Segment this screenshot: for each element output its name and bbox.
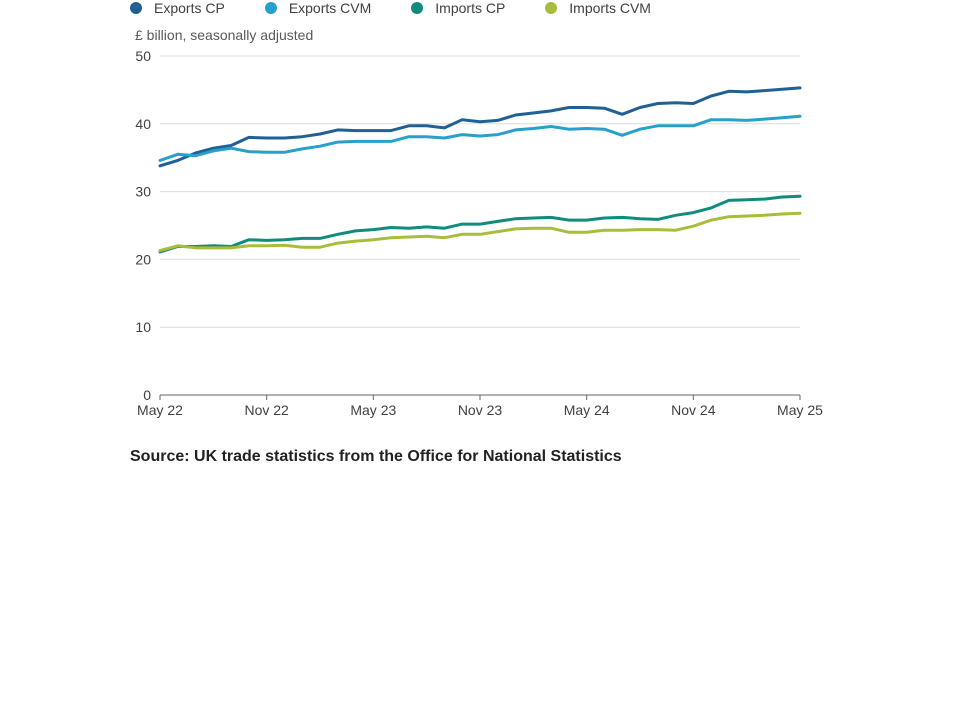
legend-item-exports-cp[interactable]: Exports CP	[130, 0, 225, 16]
legend-item-exports-cvm[interactable]: Exports CVM	[264, 0, 372, 16]
legend-label-imports-cp: Imports CP	[435, 0, 506, 16]
x-tick-label: Nov 23	[458, 402, 503, 418]
series-line-exports-cp	[158, 86, 802, 168]
x-tick-label: May 22	[137, 402, 183, 418]
y-axis-units-label: £ billion, seasonally adjusted	[135, 27, 314, 43]
x-tick-label: Nov 22	[244, 402, 289, 418]
x-tick-label: May 23	[350, 402, 396, 418]
y-tick-label: 50	[135, 48, 151, 64]
legend-swatch-imports-cvm	[545, 2, 558, 14]
y-tick-label: 20	[135, 251, 151, 267]
legend-swatch-exports-cvm	[264, 2, 277, 14]
source-note: Source: UK trade statistics from the Off…	[130, 448, 622, 465]
x-tick-label: May 25	[777, 402, 823, 418]
legend-item-imports-cvm[interactable]: Imports CVM	[545, 0, 651, 16]
line-chart: 0 10 20 30 40 50 May 22 Nov 22 May 23 Nov 23 May 2…	[135, 48, 823, 418]
y-tick-label: 0	[143, 387, 151, 403]
chart-legend: Exports CP Exports CVM Imports CP Import…	[130, 0, 691, 16]
series-line-imports-cp	[158, 194, 802, 254]
y-tick-label: 30	[135, 184, 151, 200]
series-line-imports-cvm	[158, 211, 802, 253]
x-tick-label: May 24	[564, 402, 610, 418]
legend-label-exports-cvm: Exports CVM	[288, 0, 372, 16]
legend-swatch-imports-cp	[411, 2, 424, 14]
legend-swatch-exports-cp	[130, 2, 142, 14]
x-tick-label: Nov 24	[671, 402, 716, 418]
series-line-exports-cvm	[158, 114, 802, 162]
legend-item-imports-cp[interactable]: Imports CP	[411, 0, 505, 16]
y-tick-label: 40	[135, 116, 151, 132]
y-tick-label: 10	[135, 319, 151, 335]
legend-label-exports-cp: Exports CP	[154, 0, 225, 16]
legend-label-imports-cvm: Imports CVM	[569, 0, 651, 16]
